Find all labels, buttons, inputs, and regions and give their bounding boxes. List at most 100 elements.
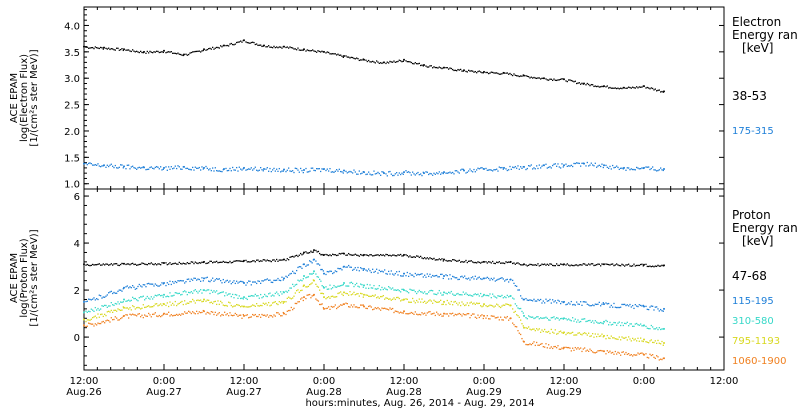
- data-dot: [592, 164, 594, 166]
- data-dot: [649, 328, 651, 330]
- series-1060-1900: [83, 293, 665, 361]
- data-dot: [233, 314, 235, 316]
- data-dot: [522, 325, 524, 327]
- data-dot: [170, 166, 172, 168]
- data-dot: [152, 306, 154, 308]
- data-dot: [213, 290, 215, 292]
- data-dot: [648, 357, 650, 359]
- data-dot: [561, 301, 563, 303]
- data-dot: [166, 169, 168, 171]
- data-dot: [290, 46, 292, 49]
- data-dot: [594, 352, 596, 354]
- data-dot: [113, 263, 115, 265]
- data-dot: [537, 263, 539, 265]
- data-dot: [117, 301, 119, 303]
- data-dot: [629, 354, 631, 357]
- data-dot: [241, 260, 243, 262]
- data-dot: [617, 166, 619, 169]
- data-dot: [173, 314, 175, 317]
- data-dot: [89, 319, 91, 321]
- data-dot: [169, 51, 171, 53]
- data-dot: [504, 304, 506, 306]
- proton-legend-item-47-68: 47-68: [732, 269, 767, 283]
- data-dot: [492, 71, 494, 74]
- data-dot: [600, 321, 602, 324]
- data-dot: [656, 170, 658, 172]
- data-dot: [520, 264, 522, 266]
- data-dot: [540, 78, 542, 80]
- data-dot: [341, 293, 343, 295]
- data-dot: [220, 261, 222, 263]
- data-dot: [258, 44, 260, 46]
- data-dot: [296, 269, 298, 272]
- data-dot: [121, 309, 123, 311]
- data-dot: [314, 169, 316, 172]
- data-dot: [396, 310, 398, 313]
- data-dot: [653, 89, 655, 91]
- data-dot: [452, 68, 454, 71]
- data-dot: [272, 47, 274, 49]
- data-dot: [180, 301, 182, 304]
- data-dot: [545, 343, 547, 345]
- data-dot: [445, 313, 447, 315]
- data-dot: [504, 316, 506, 318]
- data-dot: [532, 316, 534, 318]
- data-dot: [352, 56, 354, 59]
- data-dot: [241, 169, 243, 171]
- data-point: [523, 326, 525, 329]
- data-point: [343, 55, 345, 58]
- data-dot: [169, 262, 171, 264]
- data-dot: [93, 47, 95, 50]
- data-dot: [265, 302, 267, 304]
- data-dot: [574, 346, 576, 349]
- data-dot: [394, 61, 396, 63]
- data-dot: [172, 295, 174, 297]
- data-dot: [236, 260, 238, 262]
- data-dot: [126, 263, 128, 265]
- data-dot: [614, 350, 616, 353]
- data-dot: [549, 166, 551, 168]
- data-dot: [202, 49, 204, 52]
- data-dot: [268, 279, 270, 281]
- data-dot: [622, 337, 624, 339]
- data-dot: [144, 306, 146, 309]
- data-dot: [466, 261, 468, 264]
- data-dot: [513, 282, 515, 285]
- data-dot: [154, 303, 156, 305]
- data-dot: [534, 329, 536, 332]
- data-dot: [360, 59, 362, 61]
- data-dot: [281, 47, 283, 49]
- data-dot: [528, 315, 530, 317]
- data-dot: [458, 302, 460, 304]
- data-dot: [509, 304, 511, 307]
- data-dot: [585, 165, 587, 167]
- data-dot: [254, 281, 256, 283]
- data-dot: [656, 265, 658, 268]
- data-dot: [570, 164, 572, 167]
- data-dot: [200, 262, 202, 264]
- data-dot: [136, 50, 138, 52]
- data-dot: [104, 313, 106, 316]
- proton-legend-title-3: [keV]: [742, 234, 773, 248]
- data-dot: [513, 166, 515, 169]
- data-dot: [325, 52, 327, 54]
- data-point: [483, 314, 485, 317]
- data-dot: [617, 264, 619, 266]
- data-dot: [193, 312, 195, 314]
- data-dot: [633, 339, 635, 341]
- data-dot: [512, 262, 514, 265]
- data-dot: [230, 295, 232, 298]
- data-dot: [138, 313, 140, 315]
- data-dot: [509, 317, 511, 320]
- data-dot: [173, 304, 175, 306]
- data-dot: [478, 302, 480, 304]
- data-dot: [492, 315, 494, 317]
- data-dot: [440, 67, 442, 69]
- data-dot: [497, 295, 499, 297]
- data-dot: [218, 312, 220, 314]
- data-dot: [288, 259, 290, 261]
- data-dot: [645, 353, 647, 355]
- data-dot: [181, 293, 183, 296]
- data-dot: [86, 164, 88, 166]
- data-dot: [189, 52, 191, 54]
